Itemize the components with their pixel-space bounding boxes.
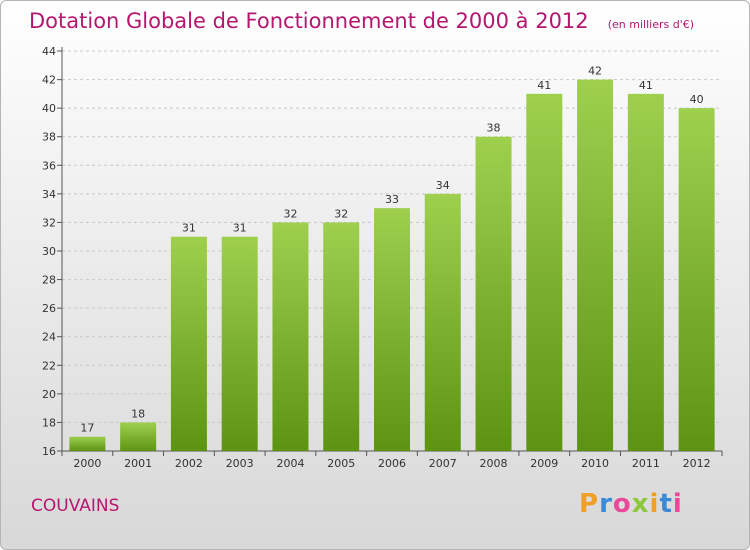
chart-subtitle: (en milliers d'€) [607, 18, 695, 31]
bar-2009 [526, 93, 563, 451]
logo-letter: x [631, 489, 650, 519]
x-tick-label-2004: 2004 [276, 457, 304, 470]
y-tick-label: 40 [42, 102, 56, 115]
logo-letter: i [649, 489, 660, 519]
y-tick-label: 20 [42, 388, 56, 401]
data-label-2004: 32 [283, 207, 297, 220]
logo-letter: t [659, 489, 673, 519]
bar-2007 [424, 193, 461, 451]
bar-2012 [678, 108, 715, 452]
data-label-2007: 34 [436, 179, 450, 192]
x-tick-label-2007: 2007 [429, 457, 457, 470]
bar-2001 [120, 422, 157, 451]
bar-2008 [475, 136, 512, 451]
x-tick-label-2003: 2003 [226, 457, 254, 470]
data-label-2008: 38 [487, 122, 501, 135]
x-tick-label-2001: 2001 [124, 457, 152, 470]
y-tick-label: 38 [42, 131, 56, 144]
data-label-2002: 31 [182, 222, 196, 235]
y-tick-label: 18 [42, 416, 56, 429]
x-tick-label-2012: 2012 [683, 457, 711, 470]
data-label-2005: 32 [334, 207, 348, 220]
data-label-2010: 42 [588, 65, 602, 78]
data-label-2012: 40 [690, 93, 704, 106]
bar-2004 [272, 222, 309, 451]
y-tick-label: 30 [42, 245, 56, 258]
logo-letter: r [599, 489, 613, 519]
data-label-2001: 18 [131, 407, 145, 420]
x-tick-label-2002: 2002 [175, 457, 203, 470]
y-tick-label: 26 [42, 302, 56, 315]
y-tick-label: 36 [42, 159, 56, 172]
y-tick-label: 24 [42, 331, 56, 344]
x-tick-label-2006: 2006 [378, 457, 406, 470]
commune-name: COUVAINS [31, 496, 120, 516]
bar-2005 [323, 222, 360, 451]
logo-letter: P [579, 489, 600, 519]
x-tick-label-2009: 2009 [530, 457, 558, 470]
y-tick-label: 28 [42, 274, 56, 287]
bar-2011 [627, 93, 664, 451]
x-tick-label-2008: 2008 [480, 457, 508, 470]
y-tick-label: 32 [42, 216, 56, 229]
logo-letter: o [612, 489, 632, 519]
y-tick-label: 42 [42, 74, 56, 87]
logo-letter: i [672, 489, 683, 519]
bar-2000 [69, 436, 106, 451]
data-label-2000: 17 [80, 422, 94, 435]
y-tick-label: 16 [42, 445, 56, 458]
title-row: Dotation Globale de Fonctionnement de 20… [29, 9, 694, 33]
y-tick-label: 34 [42, 188, 56, 201]
proxiti-logo[interactable]: Proxiti [579, 489, 683, 519]
chart-title: Dotation Globale de Fonctionnement de 20… [29, 9, 589, 33]
y-tick-label: 22 [42, 359, 56, 372]
data-label-2011: 41 [639, 79, 653, 92]
x-tick-label-2011: 2011 [632, 457, 660, 470]
data-labels: 17 18 31 31 32 32 33 34 38 41 42 41 40 [80, 65, 703, 435]
bar-2003 [221, 236, 258, 451]
x-tick-labels: 2000 2001 2002 2003 2004 2005 2006 2007 2008 2009… [73, 457, 710, 470]
data-label-2003: 31 [233, 222, 247, 235]
y-tick-label: 44 [42, 45, 56, 58]
bar-2002 [170, 236, 207, 451]
data-label-2009: 41 [537, 79, 551, 92]
bar-2006 [374, 208, 410, 451]
data-label-2006: 33 [385, 193, 399, 206]
x-tick-label-2010: 2010 [581, 457, 609, 470]
bars [69, 79, 715, 452]
bar-2010 [577, 79, 614, 452]
x-tick-label-2005: 2005 [327, 457, 355, 470]
x-tick-label-2000: 2000 [73, 457, 101, 470]
y-tick-labels: 16 18 20 22 24 26 28 30 32 34 36 38 40 42 44 [42, 45, 56, 458]
